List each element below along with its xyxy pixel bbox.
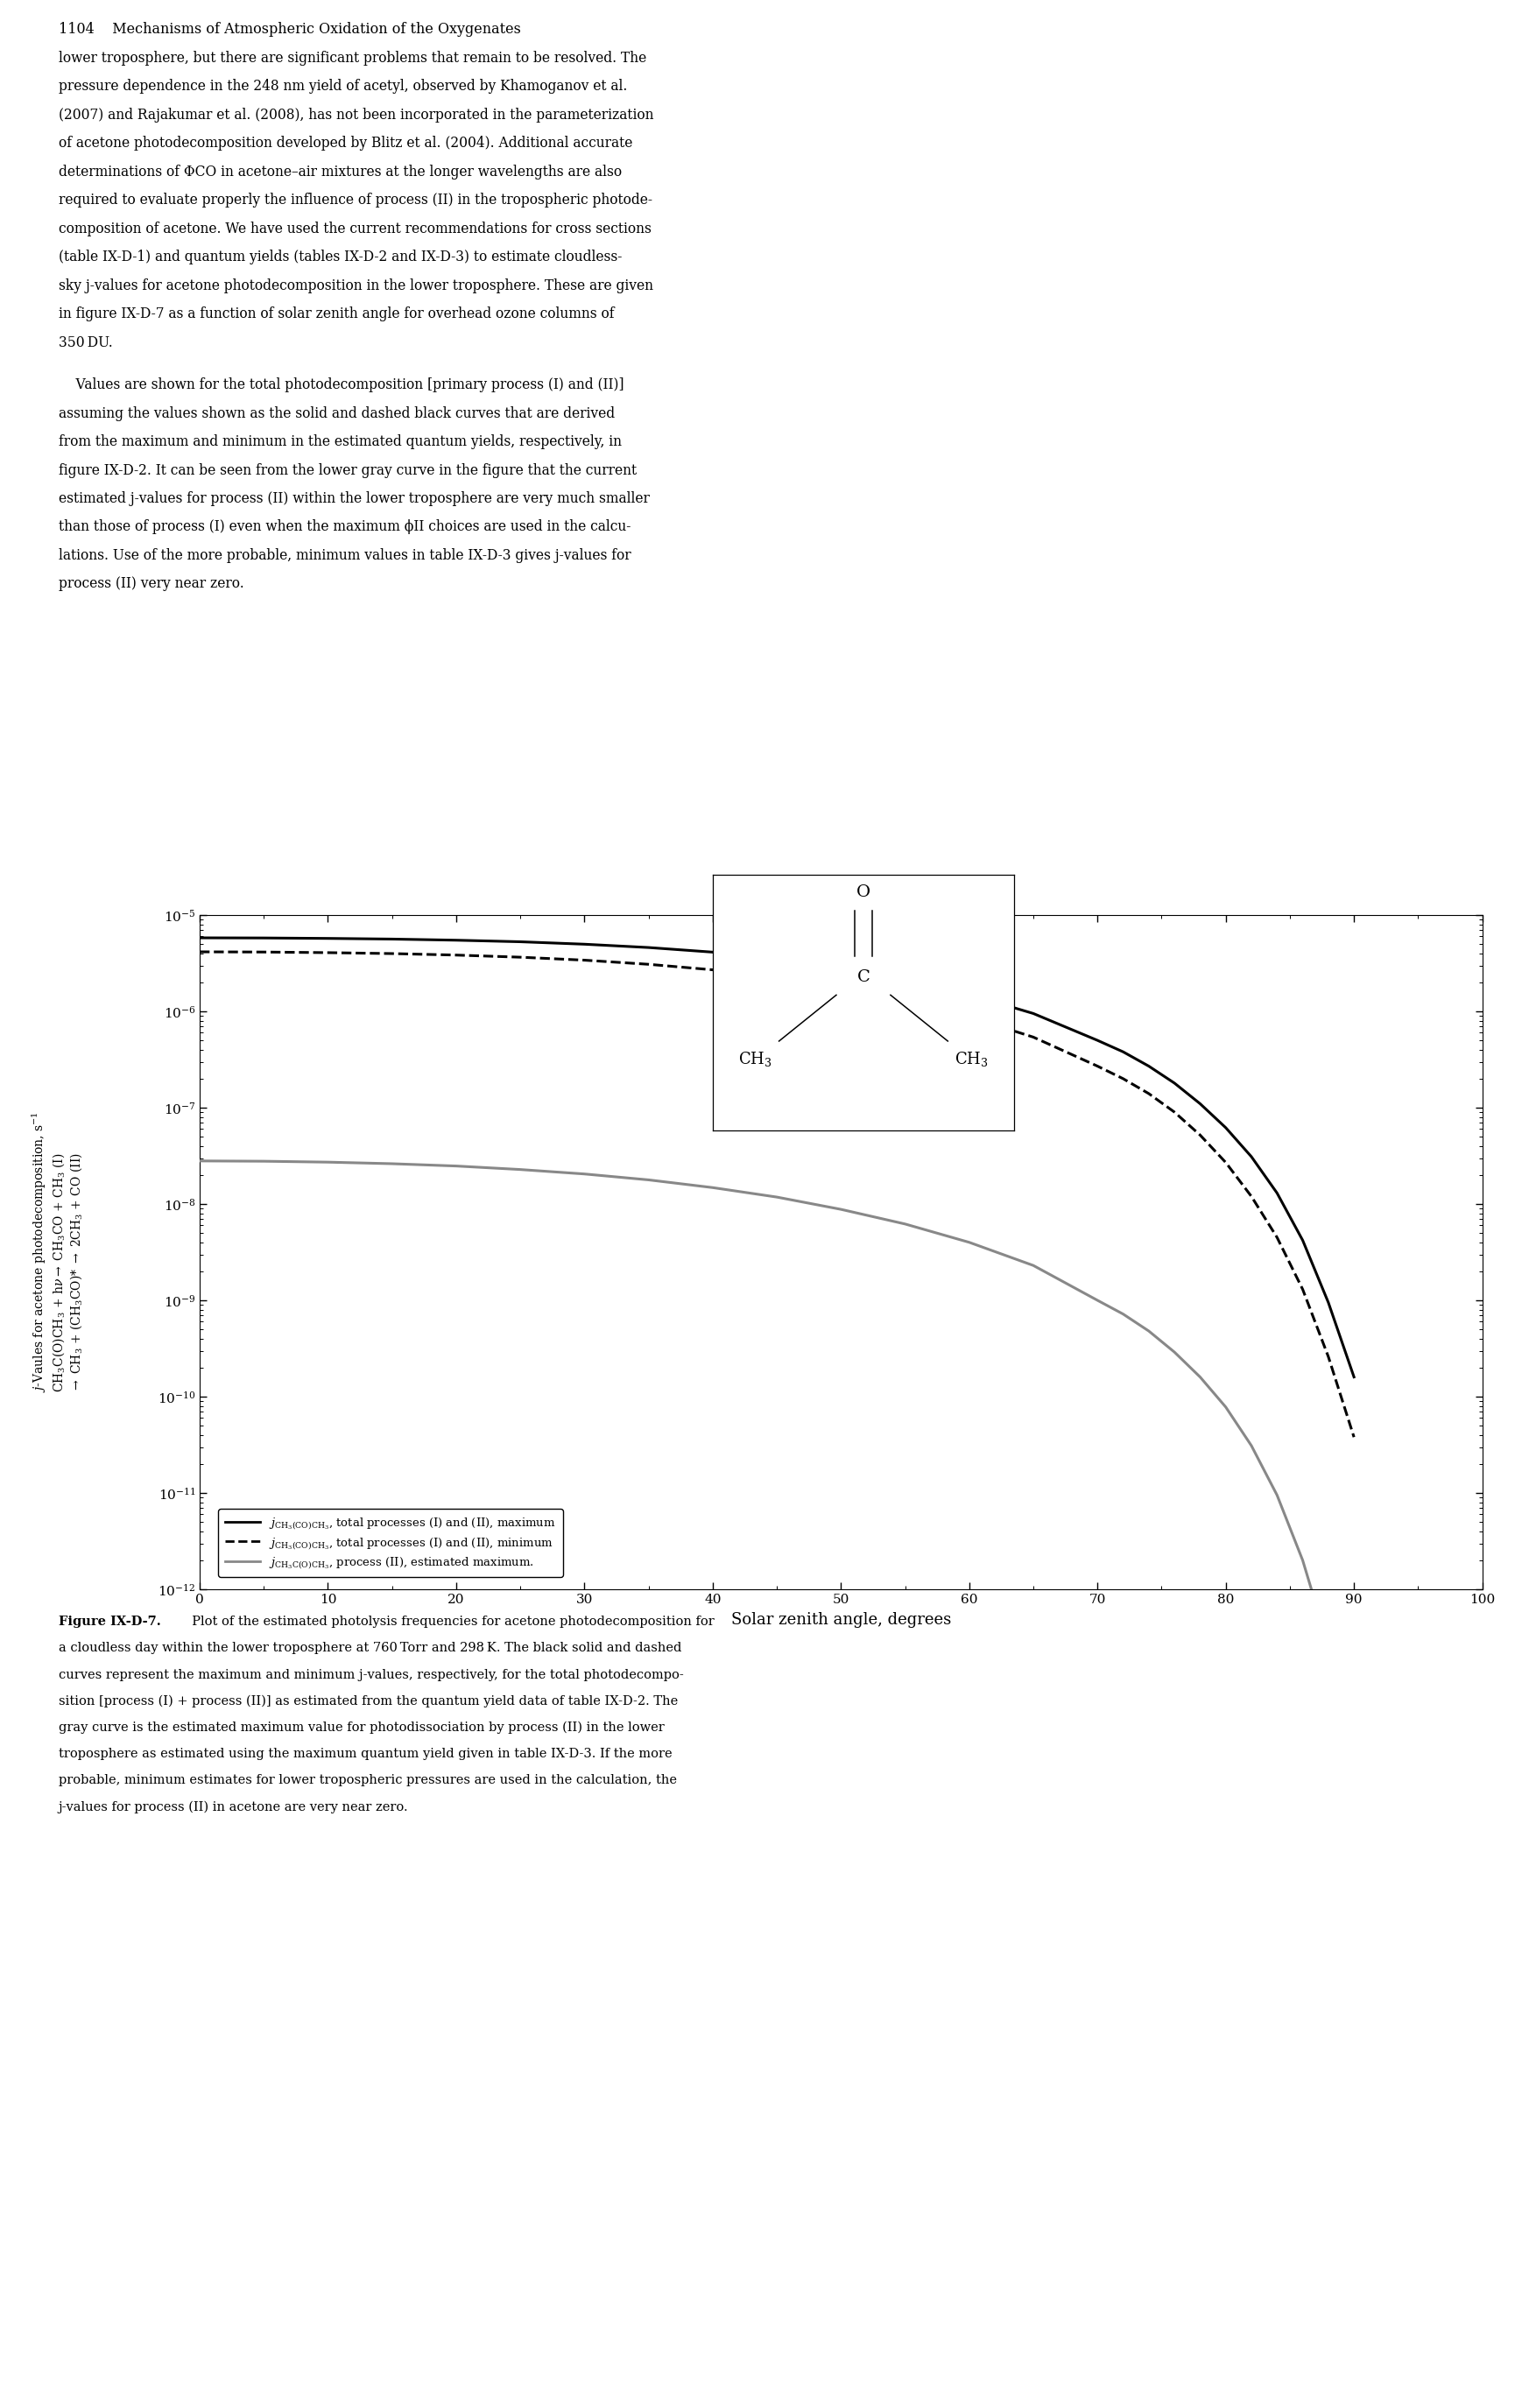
- Text: sky j-values for acetone photodecomposition in the lower troposphere. These are : sky j-values for acetone photodecomposit…: [58, 277, 653, 294]
- Text: CH$_3$: CH$_3$: [737, 1050, 773, 1069]
- Text: lower troposphere, but there are significant problems that remain to be resolved: lower troposphere, but there are signifi…: [58, 51, 647, 65]
- Y-axis label: $j$-Vaules for acetone photodecomposition, s$^{-1}$
CH$_3$C(O)CH$_3$ + h$\nu$$\r: $j$-Vaules for acetone photodecompositio…: [31, 1112, 84, 1392]
- Text: 1104    Mechanisms of Atmospheric Oxidation of the Oxygenates: 1104 Mechanisms of Atmospheric Oxidation…: [58, 22, 521, 36]
- Text: Plot of the estimated photolysis frequencies for acetone photodecomposition for: Plot of the estimated photolysis frequen…: [184, 1616, 714, 1628]
- Text: curves represent the maximum and minimum j-values, respectively, for the total p: curves represent the maximum and minimum…: [58, 1669, 684, 1681]
- Text: a cloudless day within the lower troposphere at 760 Torr and 298 K. The black so: a cloudless day within the lower troposp…: [58, 1642, 682, 1654]
- Text: sition [process (I) + process (II)] as estimated from the quantum yield data of : sition [process (I) + process (II)] as e…: [58, 1695, 677, 1707]
- Text: C: C: [857, 968, 869, 985]
- Text: Values are shown for the total photodecomposition [primary process (I) and (II)]: Values are shown for the total photodeco…: [58, 378, 624, 393]
- Text: than those of process (I) even when the maximum ϕII choices are used in the calc: than those of process (I) even when the …: [58, 520, 631, 535]
- Text: Figure IX-D-7.: Figure IX-D-7.: [58, 1616, 161, 1628]
- Text: CH$_3$: CH$_3$: [955, 1050, 989, 1069]
- Text: O: O: [857, 884, 871, 901]
- Text: (2007) and Rajakumar et al. (2008), has not been incorporated in the parameteriz: (2007) and Rajakumar et al. (2008), has …: [58, 108, 653, 123]
- Text: of acetone photodecomposition developed by Blitz et al. (2004). Additional accur: of acetone photodecomposition developed …: [58, 135, 633, 152]
- Text: j-values for process (II) in acetone are very near zero.: j-values for process (II) in acetone are…: [58, 1801, 409, 1813]
- X-axis label: Solar zenith angle, degrees: Solar zenith angle, degrees: [731, 1611, 951, 1628]
- Text: assuming the values shown as the solid and dashed black curves that are derived: assuming the values shown as the solid a…: [58, 407, 614, 421]
- Text: probable, minimum estimates for lower tropospheric pressures are used in the cal: probable, minimum estimates for lower tr…: [58, 1775, 677, 1787]
- Text: lations. Use of the more probable, minimum values in table IX-D-3 gives j-values: lations. Use of the more probable, minim…: [58, 549, 631, 563]
- Text: 350 DU.: 350 DU.: [58, 335, 112, 349]
- Text: pressure dependence in the 248 nm yield of acetyl, observed by Khamoganov et al.: pressure dependence in the 248 nm yield …: [58, 79, 627, 94]
- Text: from the maximum and minimum in the estimated quantum yields, respectively, in: from the maximum and minimum in the esti…: [58, 433, 622, 450]
- Text: figure IX-D-2. It can be seen from the lower gray curve in the figure that the c: figure IX-D-2. It can be seen from the l…: [58, 462, 636, 477]
- Text: (table IX-D-1) and quantum yields (tables IX-D-2 and IX-D-3) to estimate cloudle: (table IX-D-1) and quantum yields (table…: [58, 250, 622, 265]
- Legend: $j_{\mathrm{CH_3(CO)CH_3}}$, total processes (I) and (II), maximum, $j_{\mathrm{: $j_{\mathrm{CH_3(CO)CH_3}}$, total proce…: [218, 1510, 564, 1577]
- Text: in figure IX-D-7 as a function of solar zenith angle for overhead ozone columns : in figure IX-D-7 as a function of solar …: [58, 306, 614, 320]
- Text: troposphere as estimated using the maximum quantum yield given in table IX-D-3. : troposphere as estimated using the maxim…: [58, 1748, 671, 1760]
- Text: estimated j-values for process (II) within the lower troposphere are very much s: estimated j-values for process (II) with…: [58, 491, 650, 506]
- Text: required to evaluate properly the influence of process (II) in the tropospheric : required to evaluate properly the influe…: [58, 193, 653, 207]
- Text: process (II) very near zero.: process (II) very near zero.: [58, 576, 244, 592]
- Text: composition of acetone. We have used the current recommendations for cross secti: composition of acetone. We have used the…: [58, 222, 651, 236]
- Text: determinations of ΦCO in acetone–air mixtures at the longer wavelengths are also: determinations of ΦCO in acetone–air mix…: [58, 164, 622, 178]
- Text: gray curve is the estimated maximum value for photodissociation by process (II) : gray curve is the estimated maximum valu…: [58, 1722, 664, 1734]
